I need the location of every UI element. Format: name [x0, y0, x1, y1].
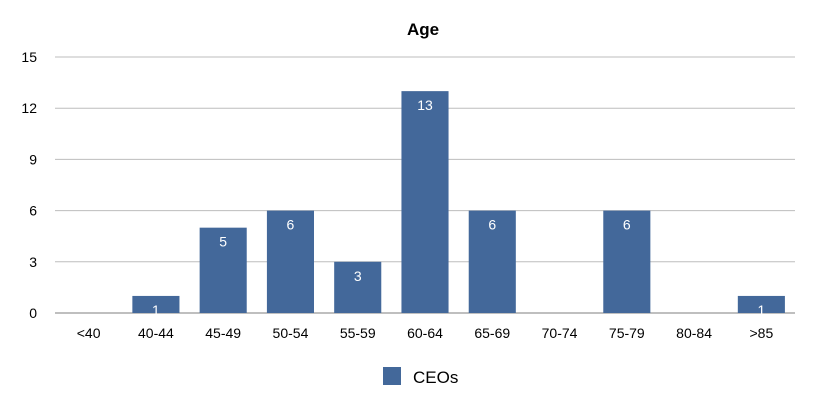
x-tick-label: 65-69: [474, 325, 510, 341]
bar-8: [603, 210, 651, 313]
bar-value-label: 5: [219, 234, 227, 250]
x-tick-label: 50-54: [273, 325, 309, 341]
legend-label-ceos: CEOs: [413, 368, 458, 387]
x-tick-label: >85: [749, 325, 773, 341]
bar-4: [334, 261, 382, 313]
bar-value-label: 6: [488, 217, 496, 233]
x-tick-label: 70-74: [542, 325, 578, 341]
bars: [132, 91, 785, 313]
y-tick-label: 9: [29, 151, 37, 167]
chart-title: Age: [407, 20, 439, 39]
x-tick-label: 75-79: [609, 325, 645, 341]
legend-swatch: [383, 367, 401, 385]
y-axis-ticks: 0 3 6 9 12 15: [21, 49, 37, 321]
y-tick-label: 15: [21, 49, 37, 65]
bar-value-label: 6: [623, 217, 631, 233]
bar-6: [468, 210, 516, 313]
y-tick-label: 6: [29, 203, 37, 219]
bar-1: [132, 295, 180, 313]
bar-value-label: 0: [690, 319, 698, 335]
x-tick-label: <40: [77, 325, 101, 341]
bar-5: [401, 91, 449, 313]
bar-value-label: 1: [757, 302, 765, 318]
x-tick-label: 45-49: [205, 325, 241, 341]
bar-value-label: 0: [556, 319, 564, 335]
bar-10: [737, 295, 785, 313]
y-tick-label: 0: [29, 305, 37, 321]
x-tick-label: 40-44: [138, 325, 174, 341]
x-tick-label: 60-64: [407, 325, 443, 341]
x-tick-label: 80-84: [676, 325, 712, 341]
bar-value-label: 13: [417, 97, 433, 113]
bar-value-label: 6: [287, 217, 295, 233]
bar-value-labels: 0 1 5 6 3 13 6 0 6 0 1: [85, 97, 766, 335]
y-tick-label: 12: [21, 100, 37, 116]
bar-value-label: 3: [354, 268, 362, 284]
bar-3: [266, 210, 314, 313]
bar-value-label: 1: [152, 302, 160, 318]
x-axis-ticks: <40 40-44 45-49 50-54 55-59 60-64 65-69 70-74 75…: [77, 325, 774, 341]
bar-2: [199, 227, 247, 313]
legend: CEOs: [383, 367, 458, 387]
bar-value-label: 0: [85, 319, 93, 335]
x-tick-label: 55-59: [340, 325, 376, 341]
y-tick-label: 3: [29, 254, 37, 270]
